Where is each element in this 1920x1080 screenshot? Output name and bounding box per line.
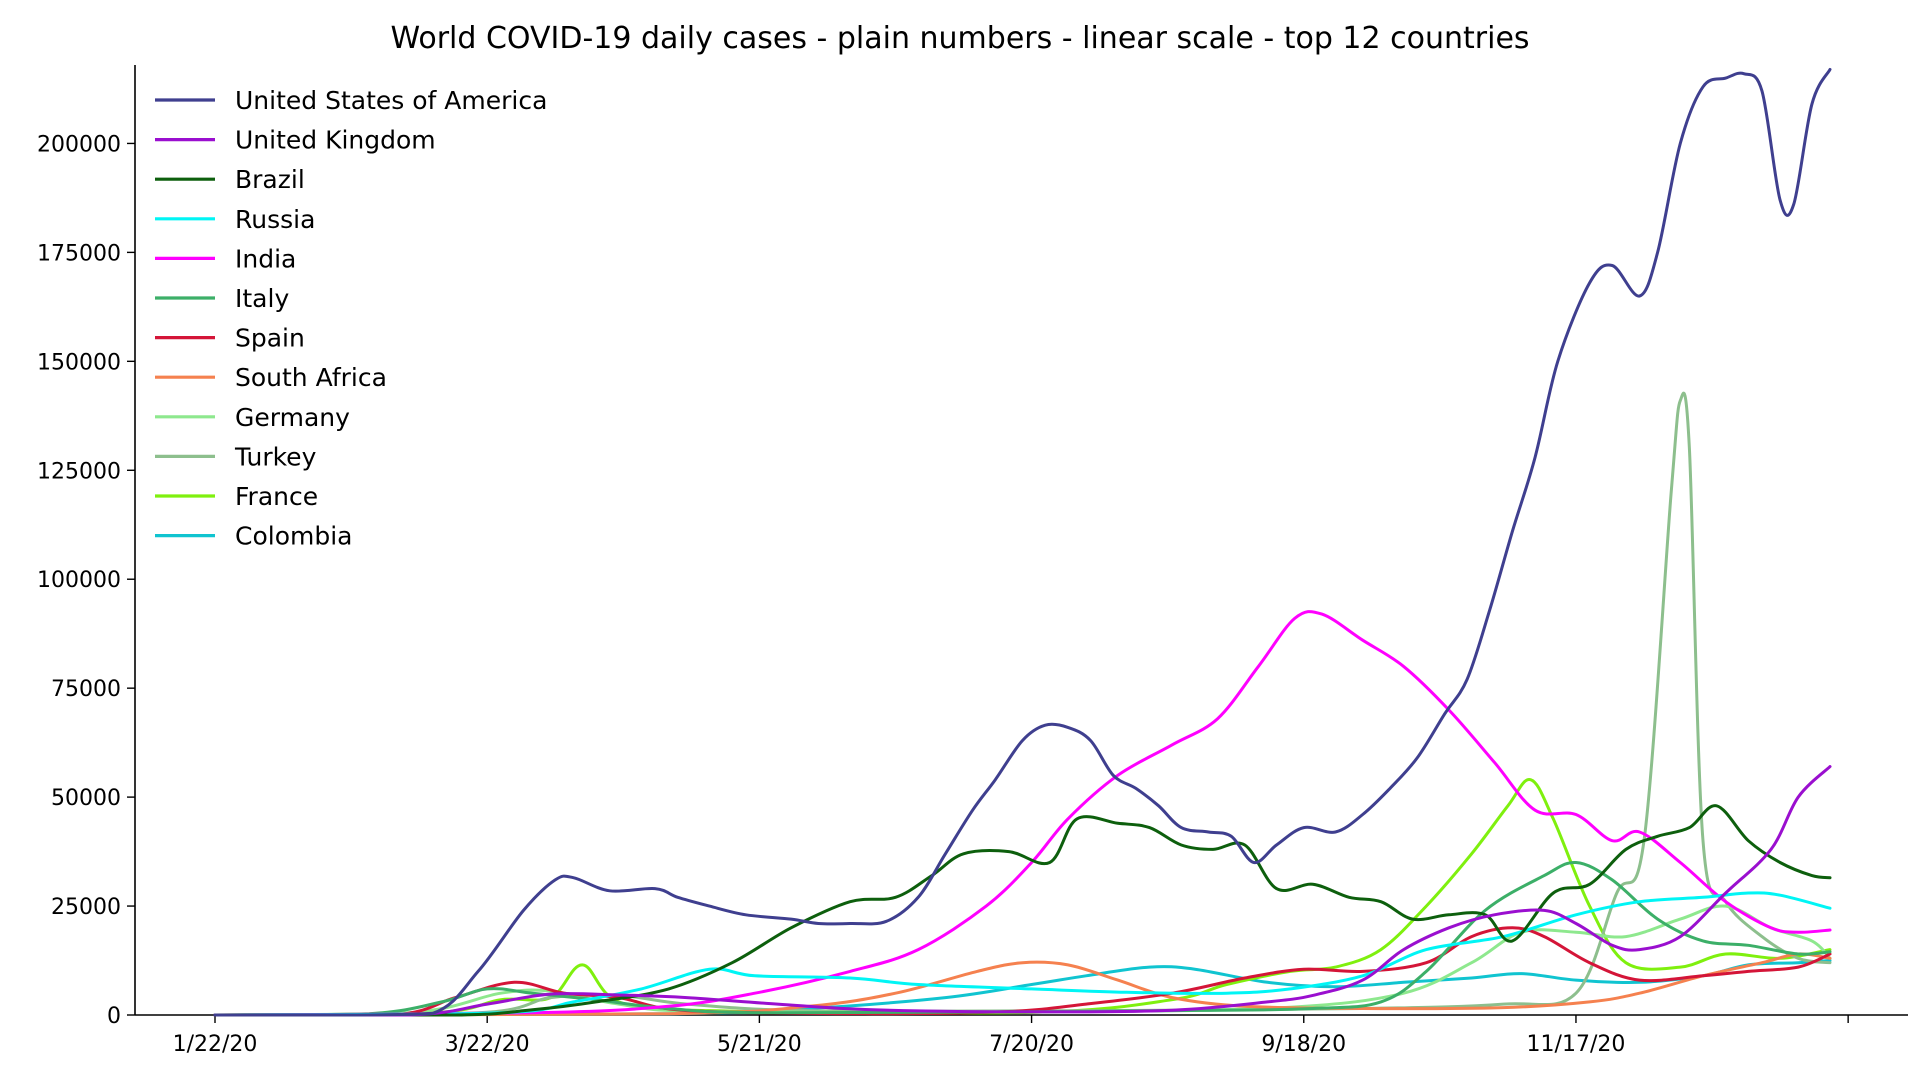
legend-label-india: India	[235, 244, 296, 273]
legend-label-colombia: Colombia	[235, 522, 352, 551]
series-line-south-africa	[213, 952, 1832, 1017]
legend-label-brazil: Brazil	[235, 165, 305, 194]
legend-label-united-states-of-america: United States of America	[235, 86, 547, 115]
series-line-india	[213, 610, 1832, 1017]
legend-label-germany: Germany	[235, 403, 350, 432]
legend-label-russia: Russia	[235, 205, 315, 234]
x-tick-label: 11/17/20	[1527, 1032, 1626, 1057]
y-tick-label: 175000	[37, 241, 121, 266]
legend-label-turkey: Turkey	[234, 442, 317, 471]
series-line-united-kingdom	[213, 765, 1832, 1017]
series-line-brazil	[213, 804, 1832, 1017]
legend-label-italy: Italy	[235, 284, 289, 313]
legend: United States of America United Kingdom Br…	[155, 86, 547, 551]
x-tick-label: 1/22/20	[173, 1032, 258, 1057]
legend-label-france: France	[235, 482, 318, 511]
x-tick-label: 3/22/20	[445, 1032, 530, 1057]
x-tick-label: 9/18/20	[1261, 1032, 1346, 1057]
y-tick-label: 0	[107, 1004, 121, 1029]
y-tick-label: 200000	[37, 132, 121, 157]
axes: 0 25000 50000 75000 100000 125000 150000 175000…	[37, 65, 1908, 1057]
y-tick-label: 125000	[37, 459, 121, 484]
y-tick-label: 150000	[37, 350, 121, 375]
series-line-turkey	[213, 391, 1832, 1017]
series-line-spain	[213, 926, 1832, 1017]
y-tick-label: 50000	[51, 786, 121, 811]
legend-label-south-africa: South Africa	[235, 363, 387, 392]
legend-label-united-kingdom: United Kingdom	[235, 126, 436, 155]
y-tick-label: 25000	[51, 895, 121, 920]
x-tick-label: 7/20/20	[989, 1032, 1074, 1057]
y-tick-label: 75000	[51, 677, 121, 702]
chart-title: World COVID-19 daily cases - plain numbe…	[390, 21, 1529, 56]
series-line-italy	[213, 860, 1832, 1017]
x-tick-label: 5/21/20	[717, 1032, 802, 1057]
legend-label-spain: Spain	[235, 324, 305, 353]
series-lines	[213, 67, 1832, 1017]
series-line-united-states-of-america	[213, 67, 1832, 1017]
y-tick-label: 100000	[37, 568, 121, 593]
